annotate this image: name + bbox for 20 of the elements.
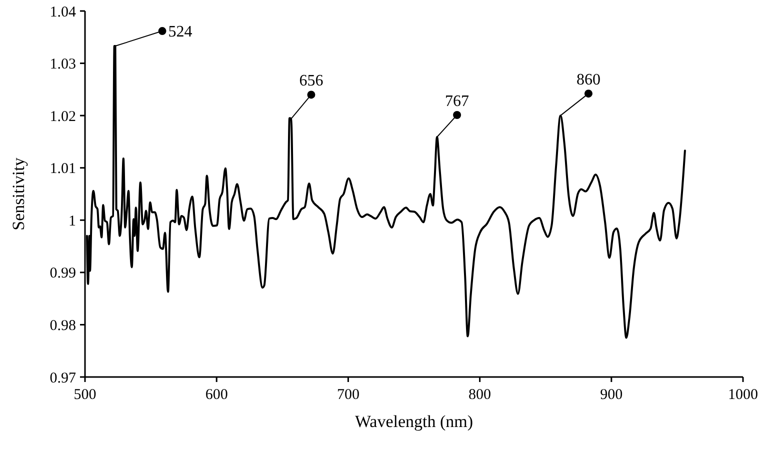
annotation: 767: [445, 93, 470, 110]
x-tick-label: 900: [600, 387, 623, 403]
annotation: 524: [168, 24, 192, 41]
y-tick-label: 1: [68, 213, 76, 230]
y-tick-label: 0.97: [50, 370, 76, 386]
y-axis-title: Sensitivity: [9, 157, 28, 230]
x-tick-label: 1000: [728, 387, 758, 403]
x-tick-label: 700: [336, 387, 360, 403]
x-tick-label: 800: [468, 387, 492, 403]
annotation: 656: [299, 72, 324, 90]
x-axis-title: Wavelength (nm): [354, 412, 474, 431]
y-tick-label: 1.04: [50, 4, 76, 20]
x-tick-label: 500: [74, 387, 96, 403]
x-tick-label: 600: [205, 387, 228, 403]
y-tick-label: 1.02: [50, 108, 76, 125]
y-tick-label: 1.03: [50, 56, 76, 73]
y-tick-label: 0.99: [50, 266, 76, 282]
y-tick-label: 1.01: [50, 161, 76, 178]
annotation: 860: [576, 72, 600, 89]
y-tick-label: 0.98: [50, 318, 76, 334]
